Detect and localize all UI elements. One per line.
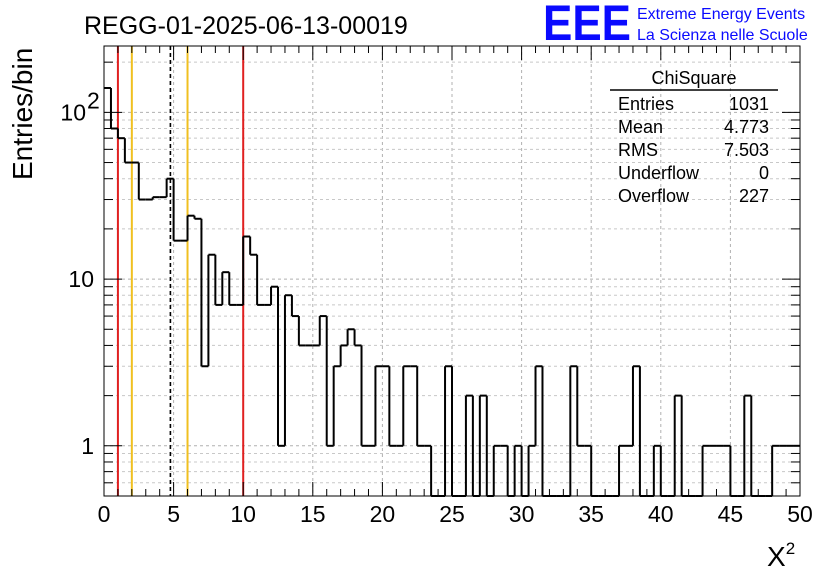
x-tick-label: 0 xyxy=(98,501,111,527)
stats-rows: Entries 1031 Mean 4.773 RMS 7.503 Underflow 0 Ov… xyxy=(618,94,769,206)
stats-row-value: 4.773 xyxy=(724,117,769,137)
chart-title: REGG-01-2025-06-13-00019 xyxy=(84,12,408,40)
stats-row-value: 1031 xyxy=(729,94,769,114)
x-tick-label: 15 xyxy=(300,501,326,527)
y-tick-label: 10 xyxy=(60,99,86,125)
stats-row-label: RMS xyxy=(618,140,658,160)
logo-line-2: La Scienza nelle Scuole xyxy=(637,27,808,44)
x-tick-label: 50 xyxy=(787,501,813,527)
x-tick-label: 5 xyxy=(167,501,180,527)
stats-title: ChiSquare xyxy=(651,68,736,88)
stats-row-value: 7.503 xyxy=(724,140,769,160)
logo-line-1: Extreme Energy Events xyxy=(637,6,805,23)
x-tick-label: 45 xyxy=(718,501,744,527)
x-tick-label: 30 xyxy=(509,501,535,527)
logo-mark: EEE xyxy=(543,0,631,51)
stats-box: ChiSquare Entries 1031 Mean 4.773 RMS 7.503 Un… xyxy=(610,68,778,206)
y-tick-label: 10 xyxy=(68,266,94,292)
y-tick-label-exponent: 2 xyxy=(87,87,100,113)
y-axis-label: Entries/bin xyxy=(7,48,38,180)
stats-row-label: Entries xyxy=(618,94,674,114)
x-axis-label-superscript: 2 xyxy=(786,539,795,558)
x-tick-labels: 0 5 10 15 20 25 30 35 40 45 50 xyxy=(98,501,813,527)
x-tick-label: 35 xyxy=(578,501,604,527)
y-tick-label: 1 xyxy=(81,433,94,459)
stats-row-label: Mean xyxy=(618,117,663,137)
x-axis-label-base: X xyxy=(767,541,786,572)
x-axis-label: X2 xyxy=(767,539,795,572)
x-tick-label: 40 xyxy=(648,501,674,527)
axis-ticks xyxy=(103,46,801,496)
stats-row-value: 0 xyxy=(759,163,769,183)
stats-row-label: Overflow xyxy=(618,186,690,206)
stats-row-value: 227 xyxy=(739,186,769,206)
stats-row-label: Underflow xyxy=(618,163,700,183)
x-tick-label: 25 xyxy=(439,501,465,527)
x-tick-label: 20 xyxy=(370,501,396,527)
x-tick-label: 10 xyxy=(230,501,256,527)
